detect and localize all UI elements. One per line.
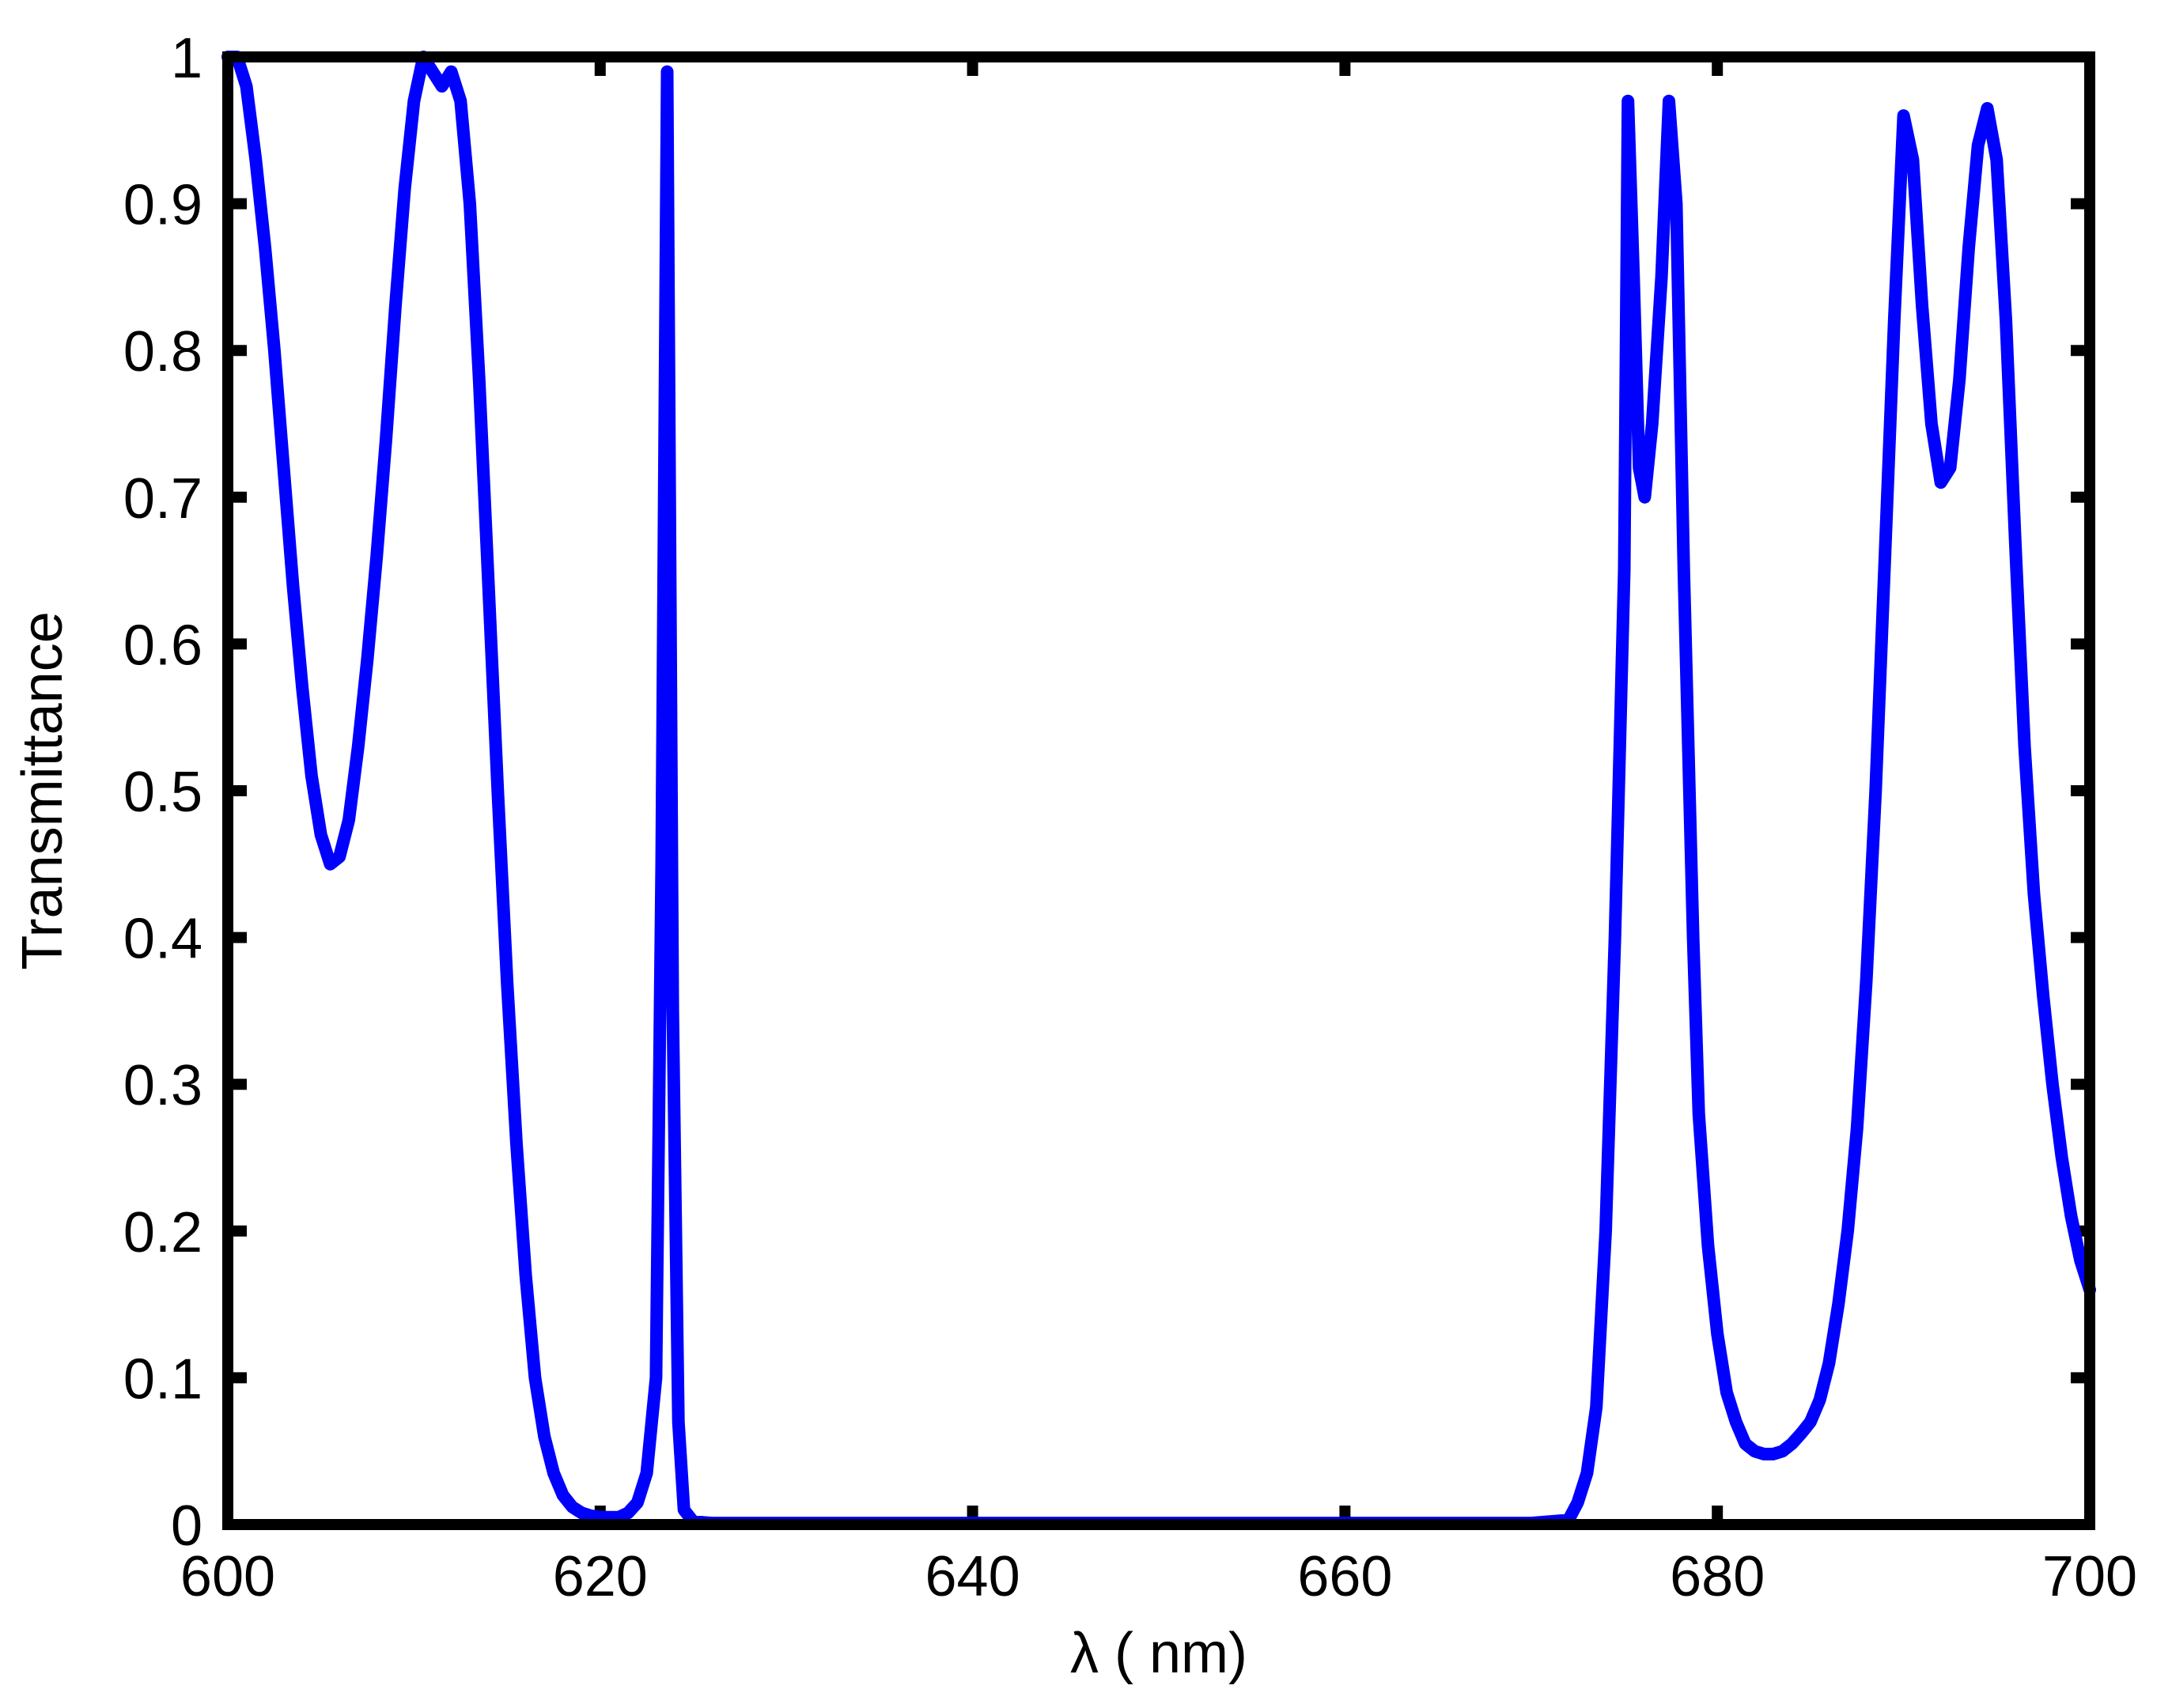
y-tick-label: 0 [171, 1494, 202, 1558]
x-tick-label: 620 [553, 1545, 648, 1608]
y-tick-label: 0.9 [123, 174, 202, 237]
y-tick-label: 0.8 [123, 320, 202, 384]
y-tick-label: 0.3 [123, 1054, 202, 1117]
series-line [221, 51, 2096, 1530]
x-tick-label: 600 [180, 1545, 275, 1608]
y-axis-title: Transmittance [11, 611, 74, 969]
x-tick-label: 640 [925, 1545, 1020, 1608]
y-tick-labels: 0 0.1 0.2 0.3 0.4 0.5 0.6 0.7 0.8 0.9 1 [123, 27, 202, 1558]
y-tick-label: 0.7 [123, 467, 202, 531]
x-axis-title: λ ( nm) [1070, 1622, 1247, 1685]
y-tick-label: 0.1 [123, 1347, 202, 1411]
y-tick-label: 0.5 [123, 761, 202, 824]
y-tick-label: 0.2 [123, 1201, 202, 1264]
x-tick-marks [222, 57, 2095, 1525]
x-tick-labels: 600 620 640 660 680 700 [180, 1545, 2137, 1608]
plot-frame [222, 51, 2095, 1530]
x-tick-label: 700 [2042, 1545, 2137, 1608]
series-layer [221, 51, 2096, 1530]
y-tick-label: 1 [171, 27, 202, 90]
x-tick-label: 660 [1297, 1545, 1392, 1608]
y-tick-marks [228, 51, 2090, 1530]
y-tick-label: 0.4 [123, 908, 202, 971]
y-tick-label: 0.6 [123, 614, 202, 677]
x-tick-label: 680 [1670, 1545, 1765, 1608]
